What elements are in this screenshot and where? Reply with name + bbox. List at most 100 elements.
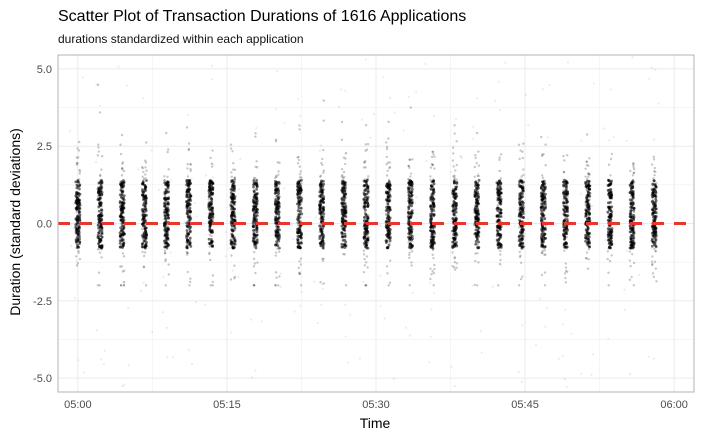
data-point (163, 245, 167, 249)
data-point (608, 219, 611, 222)
data-point (630, 185, 634, 188)
y-axis-label: Duration (standard deviations) (7, 128, 23, 316)
data-point (410, 232, 414, 235)
data-point (141, 195, 145, 198)
data-point (548, 83, 551, 87)
data-point (76, 237, 80, 240)
data-point (209, 190, 213, 194)
data-point (166, 197, 170, 201)
data-point (653, 173, 656, 177)
data-point (652, 241, 655, 245)
data-point (144, 284, 148, 287)
data-point (543, 197, 547, 201)
data-point (100, 210, 103, 214)
data-point (607, 235, 610, 238)
data-point (409, 237, 412, 240)
data-point (497, 238, 501, 242)
data-point (562, 323, 565, 326)
data-point (320, 189, 323, 192)
data-point (473, 218, 477, 221)
data-point (185, 253, 189, 256)
data-point (432, 284, 435, 287)
data-point (300, 290, 303, 293)
data-point (185, 195, 188, 198)
data-point (587, 258, 590, 261)
data-point (322, 257, 325, 260)
data-point (185, 206, 188, 210)
data-point (165, 182, 168, 186)
data-point (454, 187, 458, 191)
data-point (301, 236, 304, 239)
data-point (121, 190, 125, 194)
data-point (499, 225, 503, 228)
data-point (277, 170, 280, 173)
data-point (142, 170, 145, 174)
data-point (283, 187, 286, 190)
data-point (100, 248, 103, 251)
data-point (142, 219, 146, 223)
data-point (224, 231, 227, 234)
data-point (99, 214, 102, 217)
data-point (78, 219, 82, 223)
data-point (277, 230, 280, 234)
data-point (120, 211, 124, 215)
data-point (650, 231, 654, 235)
data-point (78, 202, 82, 206)
data-point (253, 262, 256, 265)
data-point (274, 219, 277, 223)
data-point (78, 187, 81, 191)
data-point (472, 137, 475, 140)
data-point (387, 179, 391, 183)
data-point (544, 143, 547, 146)
data-point (211, 181, 215, 185)
data-point (297, 205, 300, 208)
data-point (651, 234, 654, 237)
data-point (166, 188, 169, 192)
data-point (654, 245, 658, 249)
data-point (498, 109, 502, 112)
data-point (364, 239, 367, 243)
data-point (343, 303, 347, 307)
data-point (186, 251, 189, 255)
data-point (186, 212, 190, 216)
data-point (519, 277, 523, 281)
data-point (165, 211, 169, 215)
data-point (142, 191, 146, 194)
data-point (166, 184, 170, 188)
data-point (585, 201, 589, 204)
data-point (296, 221, 299, 224)
data-point (74, 226, 78, 230)
data-point (342, 188, 346, 192)
data-point (230, 216, 234, 219)
data-point (119, 143, 122, 146)
data-point (429, 282, 432, 285)
data-point (121, 202, 125, 206)
data-point (519, 194, 522, 197)
data-point (164, 241, 168, 245)
data-point (432, 153, 435, 156)
data-point (499, 258, 502, 262)
data-point (521, 236, 525, 240)
data-point (608, 139, 611, 142)
data-point (75, 215, 79, 219)
data-point (647, 355, 650, 358)
data-point (454, 169, 457, 172)
data-point (254, 227, 258, 230)
data-point (410, 214, 414, 217)
data-point (455, 206, 458, 210)
data-point (451, 146, 455, 149)
data-point (451, 251, 454, 254)
data-point (296, 213, 300, 216)
data-point (431, 232, 435, 235)
data-point (388, 193, 391, 196)
data-point (76, 209, 79, 212)
data-point (497, 197, 500, 200)
data-point (187, 239, 191, 243)
data-point (630, 199, 633, 203)
data-point (499, 249, 502, 253)
data-point (123, 383, 126, 386)
data-point (344, 211, 347, 214)
data-point (609, 196, 612, 199)
data-point (254, 176, 257, 180)
data-point (205, 174, 208, 177)
